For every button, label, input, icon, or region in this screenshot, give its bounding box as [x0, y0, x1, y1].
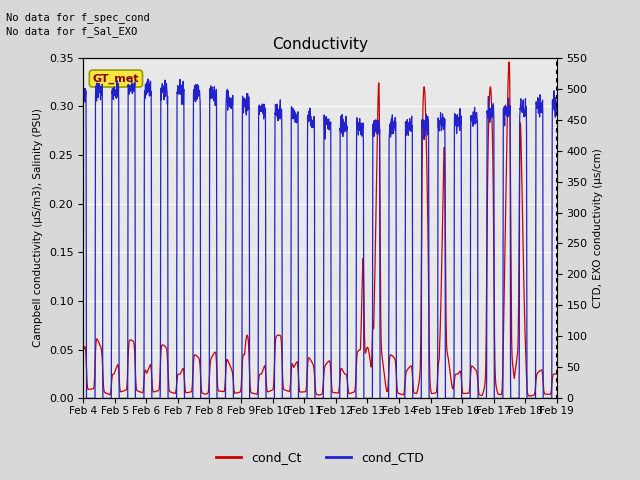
Text: No data for f_Sal_EXO: No data for f_Sal_EXO	[6, 26, 138, 37]
Y-axis label: Campbell conductivity (µS/m3), Salinity (PSU): Campbell conductivity (µS/m3), Salinity …	[33, 108, 43, 348]
Text: No data for f_spec_cond: No data for f_spec_cond	[6, 12, 150, 23]
Legend: cond_Ct, cond_CTD: cond_Ct, cond_CTD	[211, 446, 429, 469]
Title: Conductivity: Conductivity	[272, 37, 368, 52]
Text: GT_met: GT_met	[93, 73, 139, 84]
Y-axis label: CTD, EXO conductivity (µs/cm): CTD, EXO conductivity (µs/cm)	[593, 148, 604, 308]
